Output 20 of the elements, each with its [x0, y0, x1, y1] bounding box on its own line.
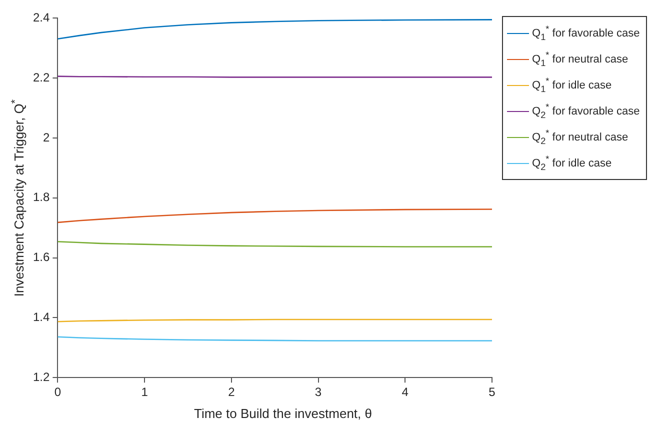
x-tick-label: 1 — [141, 385, 148, 400]
legend-label: Q$_{2}$$^{*}$ for idle case — [532, 154, 612, 172]
y-tick-label: 1.4 — [32, 310, 50, 324]
y-tick-label: 1.8 — [32, 190, 50, 204]
x-tick-label: 5 — [488, 385, 496, 400]
y-tick-label: 1.2 — [32, 370, 50, 384]
y-tick-label: 2 — [42, 130, 50, 144]
x-tick-label: 0 — [54, 385, 62, 400]
legend-label: Q$_{1}$$^{*}$ for neutral case — [532, 50, 628, 68]
x-tick-label: 3 — [314, 385, 322, 400]
legend-label: Q$_{1}$$^{*}$ for favorable case — [532, 24, 640, 42]
legend-label: Q$_{2}$$^{*}$ for favorable case — [532, 102, 640, 120]
y-tick-label: 2.4 — [32, 10, 50, 25]
x-axis-title: Time to Build the investment, θ — [194, 406, 372, 421]
y-tick-label: 2.2 — [32, 70, 50, 84]
x-tick-label: 2 — [228, 385, 236, 400]
legend-label: Q$_{1}$$^{*}$ for idle case — [532, 76, 612, 94]
legend-label: Q$_{2}$$^{*}$ for neutral case — [532, 128, 628, 146]
y-tick-label: 1.6 — [32, 250, 50, 264]
x-tick-label: 4 — [402, 385, 409, 400]
